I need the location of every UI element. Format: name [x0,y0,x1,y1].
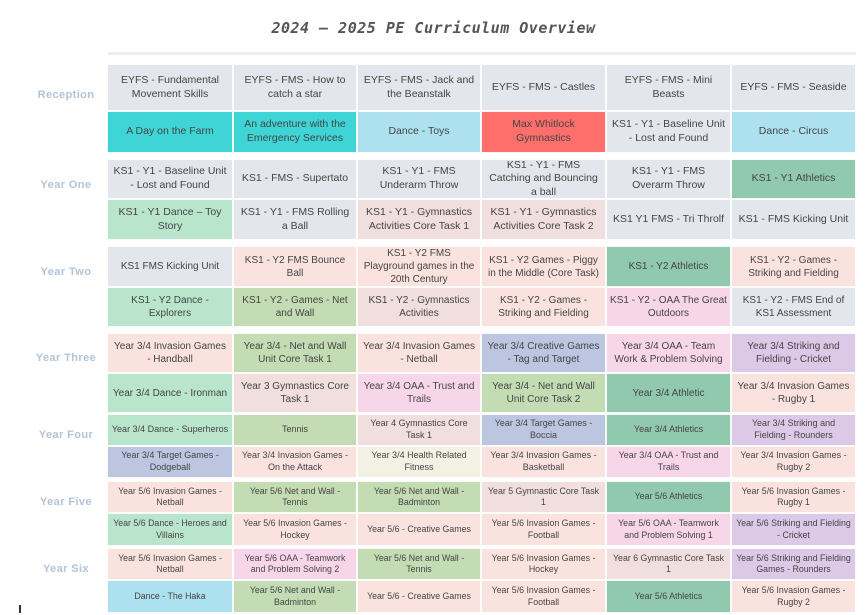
unit-cell: Year 5/6 Invasion Games - Rugby 2 [731,580,856,613]
page-title: 2024 – 2025 PE Curriculum Overview [271,19,596,37]
header-divider [108,52,856,55]
unit-cell: Dance - The Haka [107,580,233,613]
unit-cell: KS1 - Y2 - Games - Striking and Fielding [481,287,606,327]
unit-cell: EYFS - FMS - Mini Beasts [606,64,731,111]
unit-cell: Year 5/6 Net and Wall - Tennis [233,481,357,513]
unit-cell: KS1 - Y1 - Baseline Unit - Lost and Foun… [606,111,731,153]
unit-cell: Year 3/4 OAA - Trust and Trails [606,446,731,478]
unit-cell: KS1 - Y2 FMS Bounce Ball [233,246,357,287]
year-label: Year Two [40,266,92,278]
unit-cell: Year 3 Gymnastics Core Task 1 [233,373,357,413]
unit-cell: EYFS - FMS - How to catch a star [233,64,357,111]
unit-cell: Year 5/6 Invasion Games - Rugby 1 [731,481,856,513]
unit-cell: Year 3/4 Target Games - Boccia [481,414,606,446]
unit-cell: Year 3/4 Creative Games - Tag and Target [481,333,606,373]
unit-cell: Year 3/4 Invasion Games - Rugby 2 [731,446,856,478]
unit-cell: KS1 - Y2 Dance - Explorers [107,287,233,327]
unit-cell: Year 5/6 Net and Wall - Tennis [357,548,481,580]
unit-cell: Year 5/6 Invasion Games - Netball [107,481,233,513]
unit-cell: KS1 - Y1 - FMS Underarm Throw [357,159,481,199]
unit-cell: Year 3/4 OAA - Team Work & Problem Solvi… [606,333,731,373]
unit-cell: KS1 - FMS - Supertato [233,159,357,199]
unit-cell: KS1 - Y2 - Games - Net and Wall [233,287,357,327]
unit-cell: Year 3/4 Invasion Games - On the Attack [233,446,357,478]
unit-cell: Year 4 Gymnastics Core Task 1 [357,414,481,446]
unit-cell: Year 5 Gymnastic Core Task 1 [481,481,606,513]
unit-cell: Year 5/6 Striking and Fielding Games - R… [731,548,856,580]
unit-cell: Tennis [233,414,357,446]
unit-cell: Year 5/6 - Creative Games [357,513,481,546]
unit-cell: EYFS - FMS - Jack and the Beanstalk [357,64,481,111]
unit-cell: Year 3/4 Athletic [606,373,731,413]
unit-cell: Year 5/6 Invasion Games - Hockey [233,513,357,546]
unit-cell: Year 3/4 - Net and Wall Unit Core Task 2 [481,373,606,413]
unit-cell: Year 3/4 OAA - Trust and Trails [357,373,481,413]
unit-cell: KS1 - Y1 - Baseline Unit - Lost and Foun… [107,159,233,199]
unit-cell: Year 5/6 Invasion Games - Football [481,513,606,546]
unit-cell: Year 5/6 Athletics [606,481,731,513]
unit-cell: Year 3/4 Health Related Fitness [357,446,481,478]
unit-cell: Year 3/4 Athletics [606,414,731,446]
unit-cell: KS1 - Y1 - FMS Rolling a Ball [233,199,357,240]
unit-cell: Year 5/6 OAA - Teamwork and Problem Solv… [233,548,357,580]
unit-cell: Year 3/4 Dance - Ironman [107,373,233,413]
unit-cell: Dance - Circus [731,111,856,153]
year-label: Year Six [42,563,89,575]
unit-cell: Year 6 Gymnastic Core Task 1 [606,548,731,580]
unit-cell: KS1 FMS Kicking Unit [107,246,233,287]
unit-cell: Year 3/4 Dance - Superheros [107,414,233,446]
unit-cell: Year 3/4 Invasion Games - Handball [107,333,233,373]
year-label: Year Four [38,429,94,441]
unit-cell: KS1 - Y2 - OAA The Great Outdoors [606,287,731,327]
year-label: Year Five [40,496,92,508]
year-label: Reception [37,89,95,101]
unit-cell: A Day on the Farm [107,111,233,153]
unit-cell: Year 3/4 - Net and Wall Unit Core Task 1 [233,333,357,373]
unit-cell: KS1 - Y2 - FMS End of KS1 Assessment [731,287,856,327]
unit-cell: KS1 - Y1 Athletics [731,159,856,199]
unit-cell: KS1 - Y2 Athletics [606,246,731,287]
year-label: Year Three [35,352,97,364]
year-label: Year One [40,179,92,191]
unit-cell: Year 5/6 Invasion Games - Hockey [481,548,606,580]
unit-cell: An adventure with the Emergency Services [233,111,357,153]
unit-cell: KS1 - Y1 Dance – Toy Story [107,199,233,240]
unit-cell: EYFS - FMS - Castles [481,64,606,111]
unit-cell: KS1 Y1 FMS - Tri Throlf [606,199,731,240]
unit-cell: KS1 - Y2 - Games - Striking and Fielding [731,246,856,287]
unit-cell: Year 5/6 - Creative Games [357,580,481,613]
unit-cell: Year 3/4 Target Games - Dodgeball [107,446,233,478]
unit-cell: KS1 - Y1 - Gymnastics Activities Core Ta… [481,199,606,240]
unit-cell: EYFS - Fundamental Movement Skills [107,64,233,111]
unit-cell: Year 3/4 Invasion Games - Basketball [481,446,606,478]
unit-cell: EYFS - FMS - Seaside [731,64,856,111]
unit-cell: Year 5/6 Invasion Games - Netball [107,548,233,580]
unit-cell: Year 5/6 OAA - Teamwork and Problem Solv… [606,513,731,546]
unit-cell: KS1 - Y1 - FMS Catching and Bouncing a b… [481,159,606,199]
unit-cell: Dance - Toys [357,111,481,153]
unit-cell: Max Whitlock Gymnastics [481,111,606,153]
unit-cell: Year 5/6 Invasion Games - Football [481,580,606,613]
unit-cell: KS1 - Y1 - Gymnastics Activities Core Ta… [357,199,481,240]
unit-cell: Year 3/4 Striking and Fielding - Rounder… [731,414,856,446]
unit-cell: Year 5/6 Dance - Heroes and Villains [107,513,233,546]
unit-cell: Year 3/4 Invasion Games - Rugby 1 [731,373,856,413]
unit-cell: Year 5/6 Net and Wall - Badminton [357,481,481,513]
unit-cell: KS1 - Y2 FMS Playground games in the 20t… [357,246,481,287]
unit-cell: KS1 - Y2 - Gymnastics Activities [357,287,481,327]
unit-cell: Year 5/6 Net and Wall - Badminton [233,580,357,613]
unit-cell: KS1 - FMS Kicking Unit [731,199,856,240]
corner-mark [19,605,21,613]
unit-cell: Year 3/4 Striking and Fielding - Cricket [731,333,856,373]
unit-cell: Year 5/6 Athletics [606,580,731,613]
unit-cell: Year 3/4 Invasion Games - Netball [357,333,481,373]
unit-cell: Year 5/6 Striking and Fielding - Cricket [731,513,856,546]
unit-cell: KS1 - Y1 - FMS Overarm Throw [606,159,731,199]
unit-cell: KS1 - Y2 Games - Piggy in the Middle (Co… [481,246,606,287]
